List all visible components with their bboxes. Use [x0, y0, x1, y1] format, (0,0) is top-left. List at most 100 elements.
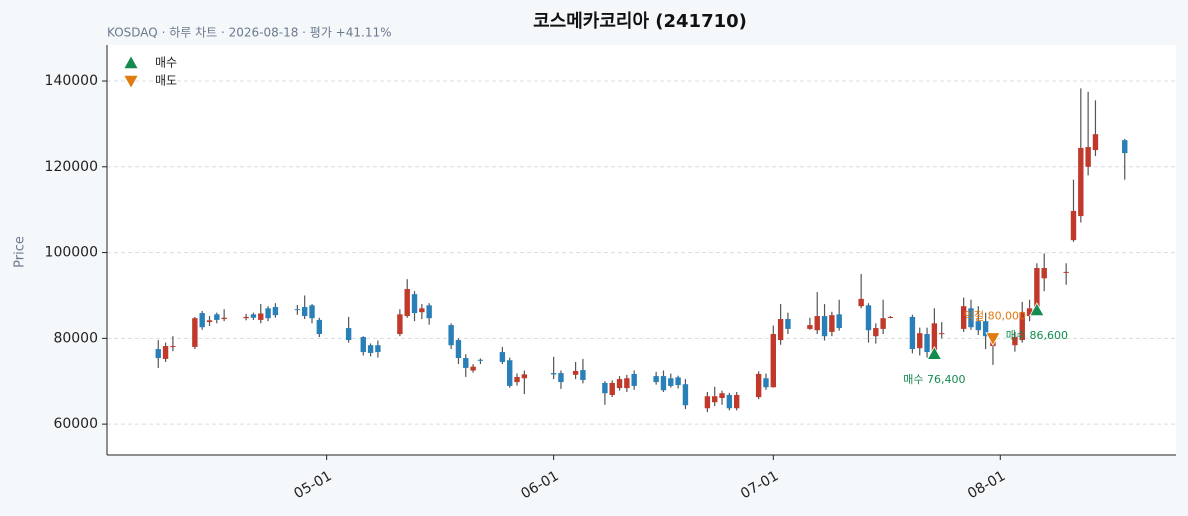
candle-body [419, 308, 425, 313]
candle-body [777, 319, 784, 341]
trade-label: 익절 80,000 [964, 309, 1026, 322]
candle-body [294, 309, 301, 311]
candle-body [821, 316, 828, 337]
x-tick-label: 08-01 [965, 468, 1008, 502]
candle-body [873, 328, 879, 337]
candle-body [477, 359, 484, 361]
candle-body [272, 307, 279, 316]
candle-body [602, 382, 608, 394]
candle-body [426, 305, 432, 319]
candle-body [770, 334, 776, 388]
candle-body [1026, 308, 1033, 317]
candle-body [499, 352, 506, 362]
candle-body [470, 366, 476, 371]
candle-body [258, 313, 264, 320]
candle-body [265, 308, 271, 319]
candle-body [887, 316, 894, 318]
candle-body [155, 349, 161, 359]
candle-body [960, 306, 967, 329]
candle-body [455, 340, 462, 359]
candle-body [1122, 140, 1128, 154]
candle-body [411, 294, 418, 314]
plot-area [107, 45, 1176, 455]
candle-body [975, 321, 982, 331]
candle-body [938, 333, 945, 335]
x-tick-label: 06-01 [518, 468, 561, 502]
trade-label: 매수 86,600 [1006, 329, 1068, 342]
candle-body [1078, 147, 1084, 217]
candle-body [580, 370, 586, 380]
candle-body [858, 298, 864, 307]
candle-body [763, 378, 769, 388]
trade-marker [985, 332, 1001, 347]
candle-body [726, 394, 733, 409]
candle-body [214, 314, 220, 320]
legend-marker [124, 75, 138, 88]
candle-body [609, 382, 615, 395]
candle-body [404, 289, 410, 317]
candle-body [807, 325, 813, 329]
candle-body [733, 394, 740, 409]
candle-body [982, 321, 989, 337]
candle-body [1034, 268, 1040, 309]
candle-body [192, 318, 198, 347]
candle-body [367, 345, 374, 353]
trade-marker [926, 345, 943, 360]
candle-body [1012, 337, 1018, 346]
candle-body [814, 316, 820, 331]
y-tick-label: 140000 [45, 73, 98, 89]
candle-body [785, 319, 791, 329]
legend-marker [124, 56, 138, 69]
candle-body [170, 346, 176, 348]
candle-body [755, 373, 762, 398]
candle-body [917, 333, 923, 349]
candle-body [206, 320, 213, 323]
candle-body [668, 378, 674, 386]
candle-body [316, 319, 323, 335]
candle-body [243, 316, 249, 319]
candle-body [712, 396, 718, 403]
candle-body [704, 396, 711, 409]
candle-body [653, 376, 659, 383]
candle-body [660, 376, 667, 391]
candle-body [162, 346, 169, 359]
candle-body [1063, 271, 1069, 273]
candle-body [682, 384, 689, 406]
candle-body [675, 377, 681, 386]
candle-body [199, 313, 205, 328]
candle-body [616, 379, 623, 389]
chart-subtitle: KOSDAQ · 하루 차트 · 2026-08-18 · 평가 +41.11% [107, 26, 392, 40]
candle-body [880, 318, 886, 329]
candle-body [221, 317, 227, 320]
candle-body [1019, 312, 1025, 341]
y-tick-label: 80000 [53, 330, 98, 346]
legend-label: 매도 [155, 74, 177, 88]
candle-body [558, 373, 564, 383]
candle-body [719, 393, 725, 398]
candle-body [521, 374, 528, 379]
candle-body [375, 345, 381, 353]
candle-body [865, 305, 872, 331]
candle-body [309, 305, 315, 319]
y-tick-label: 100000 [45, 245, 98, 261]
y-tick-label: 120000 [45, 159, 98, 175]
candle-body [463, 358, 469, 368]
candle-body [397, 314, 403, 335]
x-tick-label: 07-01 [738, 468, 781, 502]
trade-marker [1029, 302, 1045, 317]
candle-body [1041, 268, 1047, 279]
trade-label: 매수 76,400 [903, 373, 965, 386]
candle-body [836, 314, 842, 329]
candle-body [507, 360, 513, 386]
chart-title: 코스메카코리아 (241710) [533, 11, 747, 32]
candle-body [550, 373, 557, 375]
candle-body [572, 370, 579, 375]
candle-body [968, 308, 974, 328]
candle-body [631, 373, 637, 386]
x-tick-label: 05-01 [291, 468, 334, 502]
candle-body [1085, 147, 1091, 167]
candle-body [345, 328, 352, 341]
candle-body [514, 376, 520, 383]
